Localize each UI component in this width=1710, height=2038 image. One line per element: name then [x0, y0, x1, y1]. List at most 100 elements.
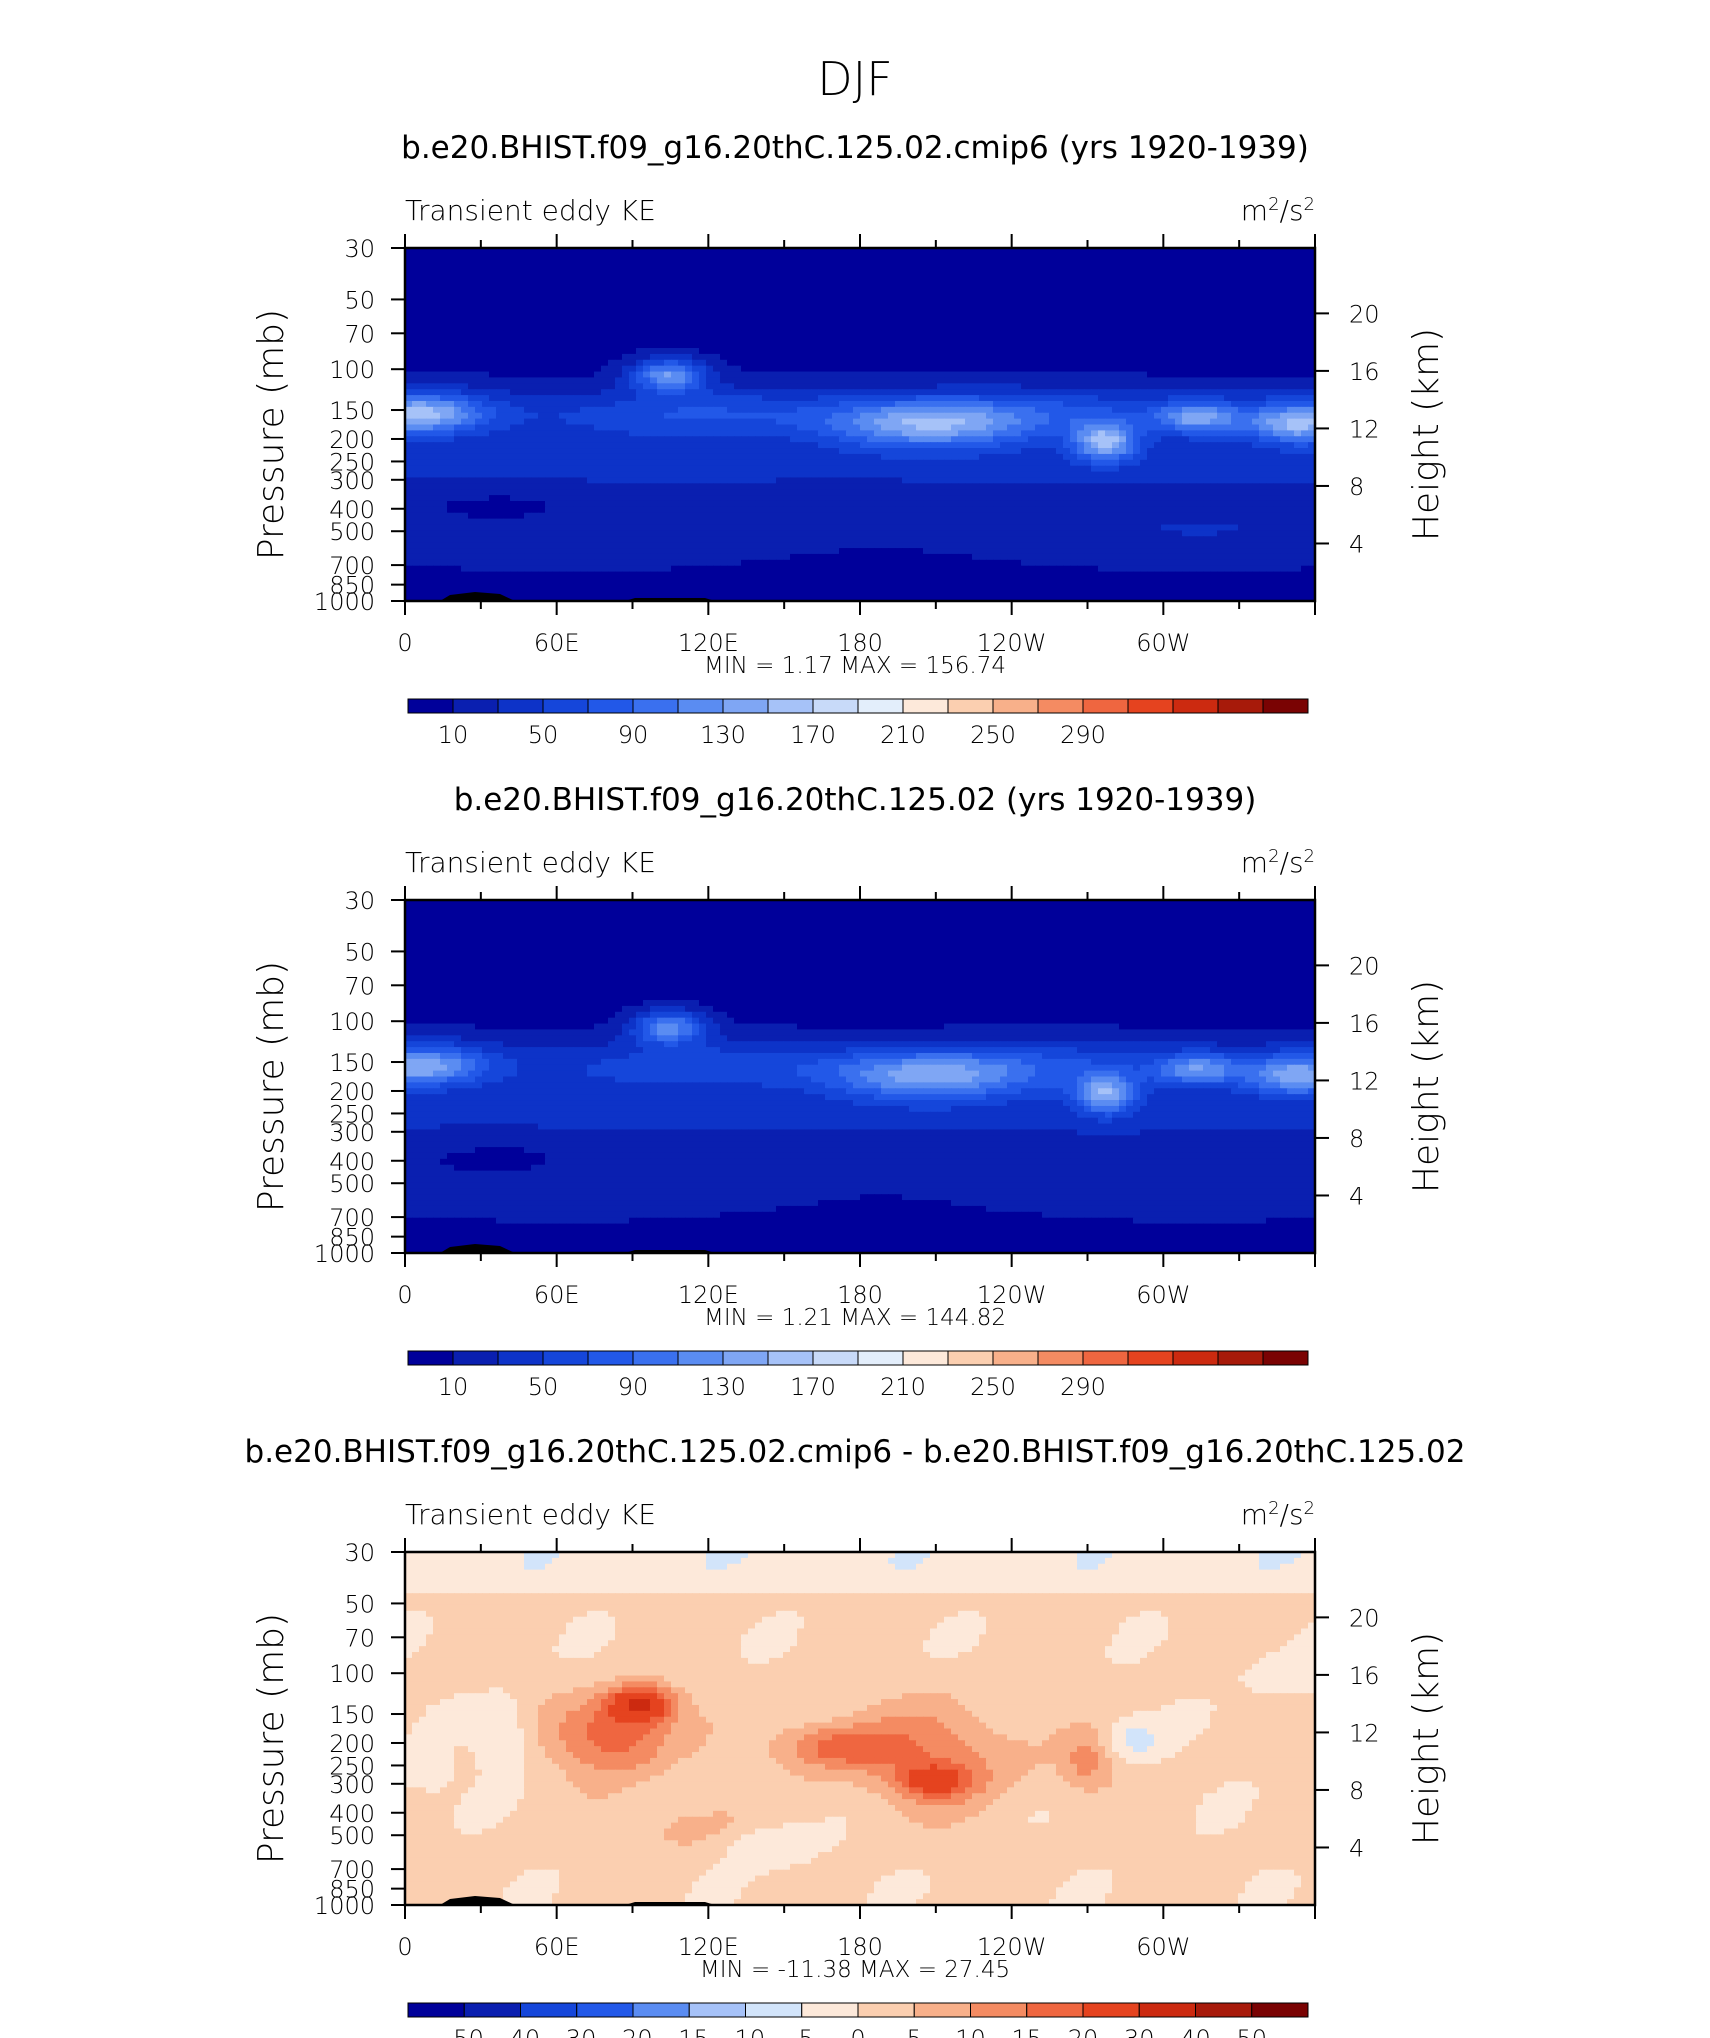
field-cell: [1049, 330, 1057, 337]
field-cell: [636, 436, 644, 443]
field-cell: [1133, 359, 1141, 367]
field-cell: [461, 459, 469, 467]
field-cell: [608, 295, 616, 302]
field-cell: [755, 318, 763, 326]
field-cell: [594, 448, 602, 455]
field-cell: [706, 295, 714, 302]
field-cell: [1056, 412, 1064, 420]
field-cell: [895, 295, 903, 302]
field-cell: [769, 430, 777, 437]
field-cell: [552, 271, 560, 279]
field-cell: [867, 248, 875, 255]
field-cell: [496, 324, 504, 331]
field-cell: [741, 289, 749, 296]
field-cell: [566, 424, 574, 431]
field-cell: [1091, 289, 1099, 296]
field-cell: [1308, 265, 1315, 273]
field-cell: [944, 412, 952, 420]
field-cell: [1154, 318, 1162, 326]
field-cell: [783, 377, 791, 384]
field-cell: [1224, 253, 1232, 261]
field-cell: [1182, 348, 1190, 355]
field-cell: [776, 442, 784, 449]
field-cell: [811, 265, 819, 273]
field-cell: [853, 424, 861, 431]
field-cell: [1112, 277, 1120, 284]
field-cell: [692, 412, 700, 420]
field-cell: [1203, 348, 1211, 355]
field-cell: [615, 295, 623, 302]
field-cell: [713, 336, 721, 343]
field-cell: [958, 430, 966, 437]
field-cell: [1000, 453, 1008, 461]
field-cell: [881, 359, 889, 367]
field-cell: [958, 312, 966, 320]
field-cell: [1133, 406, 1141, 414]
field-cell: [587, 406, 595, 414]
field-cell: [804, 277, 812, 284]
field-cell: [1056, 442, 1064, 449]
field-cell: [937, 453, 945, 461]
field-cell: [951, 442, 959, 449]
field-cell: [538, 371, 546, 379]
field-cell: [853, 300, 861, 308]
field-cell: [1203, 377, 1211, 384]
field-cell: [1280, 465, 1288, 473]
field-cell: [664, 271, 672, 279]
field-cell: [1070, 283, 1078, 290]
field-cell: [1105, 430, 1113, 437]
field-cell: [1056, 406, 1064, 414]
field-cell: [685, 389, 693, 396]
field-cell: [930, 442, 938, 449]
field-cell: [1294, 342, 1302, 349]
field-cell: [1112, 259, 1120, 267]
field-cell: [1091, 324, 1099, 331]
field-cell: [993, 259, 1001, 267]
field-cell: [1210, 465, 1218, 473]
field-cell: [881, 283, 889, 290]
field-cell: [1021, 377, 1029, 384]
field-cell: [734, 459, 742, 467]
field-cell: [559, 471, 567, 479]
field-cell: [1273, 424, 1281, 431]
field-cell: [615, 306, 623, 314]
field-cell: [608, 248, 616, 255]
field-cell: [510, 248, 518, 255]
field-cell: [545, 359, 553, 367]
field-cell: [1203, 424, 1211, 431]
field-cell: [1287, 436, 1295, 443]
field-cell: [1000, 430, 1008, 437]
field-raster: [405, 248, 1315, 601]
field-cell: [783, 436, 791, 443]
field-cell: [1084, 348, 1092, 355]
field-cell: [601, 277, 609, 284]
field-cell: [1210, 265, 1218, 273]
field-cell: [1063, 324, 1071, 331]
field-cell: [1189, 330, 1197, 337]
field-cell: [1175, 359, 1183, 367]
field-cell: [1091, 436, 1099, 443]
field-cell: [503, 295, 511, 302]
field-cell: [664, 324, 672, 331]
field-cell: [496, 283, 504, 290]
field-cell: [1084, 300, 1092, 308]
field-cell: [685, 442, 693, 449]
field-cell: [1063, 436, 1071, 443]
field-cell: [629, 330, 637, 337]
field-cell: [1182, 295, 1190, 302]
field-cell: [1210, 371, 1218, 379]
field-cell: [405, 253, 413, 261]
field-cell: [517, 300, 525, 308]
field-cell: [1175, 348, 1183, 355]
field-cell: [769, 400, 777, 408]
field-cell: [1252, 395, 1260, 402]
field-cell: [909, 412, 917, 420]
field-cell: [706, 400, 714, 408]
field-cell: [531, 406, 539, 414]
field-cell: [1140, 295, 1148, 302]
field-cell: [419, 353, 427, 361]
field-cell: [629, 383, 637, 390]
field-cell: [405, 442, 413, 449]
field-cell: [1175, 365, 1183, 373]
field-cell: [1084, 406, 1092, 414]
